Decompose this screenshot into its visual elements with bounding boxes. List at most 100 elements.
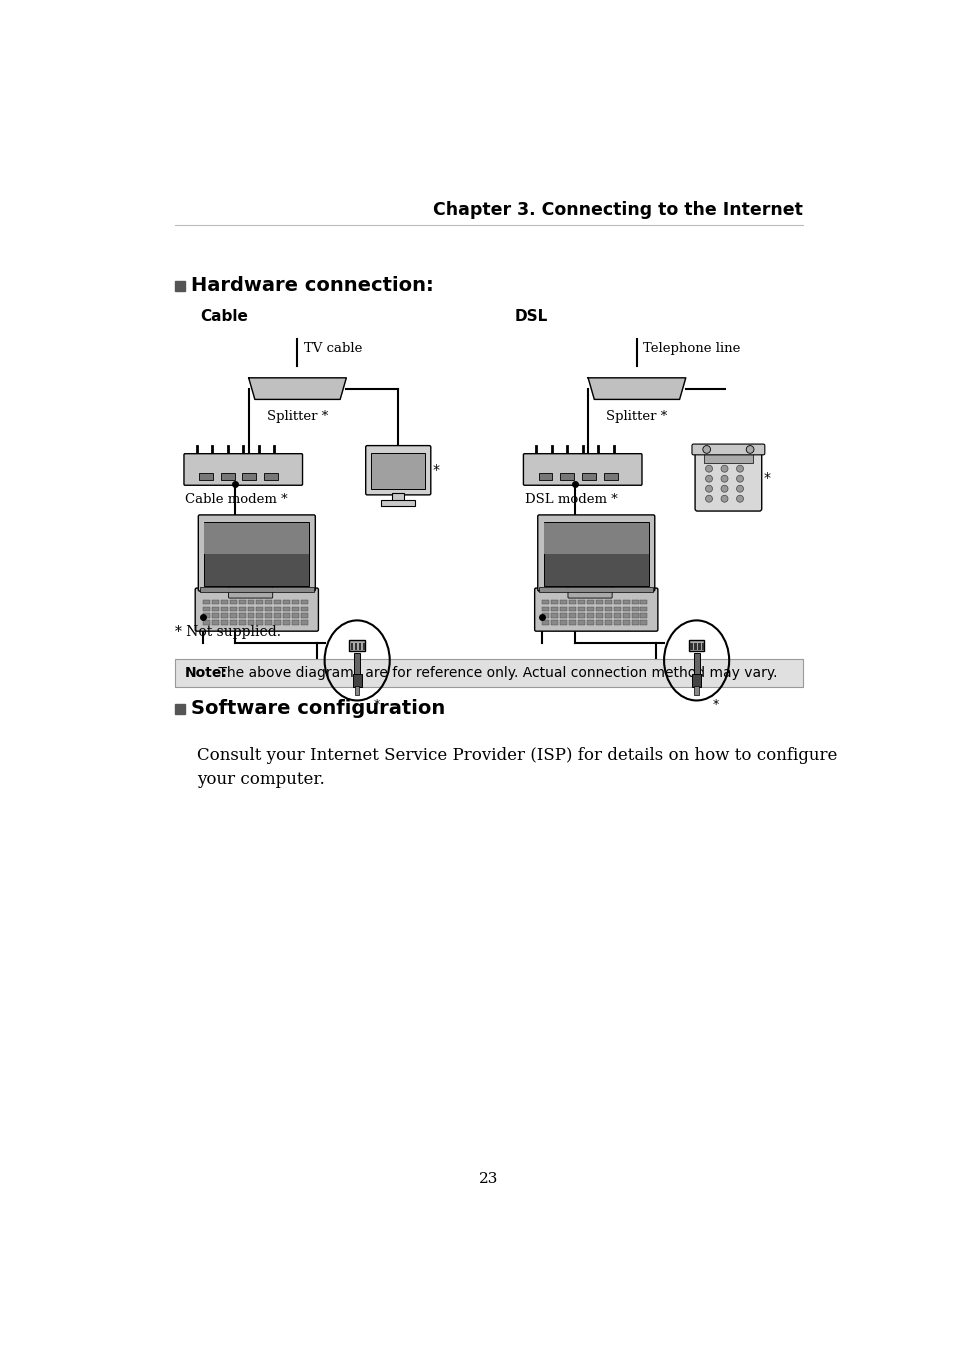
Bar <box>274 607 281 611</box>
Bar <box>230 621 236 625</box>
Text: Chapter 3. Connecting to the Internet: Chapter 3. Connecting to the Internet <box>433 201 802 219</box>
Bar <box>688 641 703 652</box>
Bar <box>603 473 617 480</box>
Text: your computer.: your computer. <box>196 771 324 787</box>
Bar <box>220 607 228 611</box>
Bar <box>604 621 611 625</box>
Bar <box>578 599 584 604</box>
Bar <box>238 621 245 625</box>
Bar <box>596 614 602 618</box>
Text: *: * <box>762 470 769 485</box>
Bar <box>639 599 647 604</box>
Circle shape <box>745 446 753 453</box>
Text: DSL modem *: DSL modem * <box>524 493 617 506</box>
Circle shape <box>702 446 710 453</box>
Bar <box>256 621 263 625</box>
Circle shape <box>736 495 742 502</box>
Bar <box>613 614 620 618</box>
Bar <box>542 607 549 611</box>
Bar <box>212 599 218 604</box>
Bar <box>578 607 584 611</box>
Bar <box>174 658 802 687</box>
Bar <box>694 644 696 650</box>
FancyBboxPatch shape <box>695 445 760 511</box>
Bar <box>596 607 602 611</box>
Bar <box>238 599 245 604</box>
Bar <box>265 621 272 625</box>
Bar <box>349 641 365 652</box>
Bar <box>578 614 584 618</box>
Text: 23: 23 <box>478 1172 498 1186</box>
Bar <box>230 614 236 618</box>
Bar <box>703 452 753 462</box>
FancyBboxPatch shape <box>523 454 641 485</box>
Text: Note:: Note: <box>184 665 227 680</box>
Circle shape <box>720 485 727 492</box>
Bar <box>199 473 213 480</box>
FancyBboxPatch shape <box>195 588 318 631</box>
Text: Hardware connection:: Hardware connection: <box>192 276 434 295</box>
Bar <box>569 621 576 625</box>
Bar <box>203 607 210 611</box>
Bar <box>559 607 567 611</box>
Bar <box>292 621 298 625</box>
Bar <box>622 621 629 625</box>
Bar <box>604 614 611 618</box>
FancyBboxPatch shape <box>691 443 764 454</box>
FancyBboxPatch shape <box>184 454 302 485</box>
Bar <box>283 614 290 618</box>
Bar <box>551 607 558 611</box>
Bar <box>381 500 415 507</box>
Bar <box>301 621 308 625</box>
Bar <box>301 614 308 618</box>
Bar <box>265 607 272 611</box>
Bar <box>613 607 620 611</box>
Bar <box>613 621 620 625</box>
Bar <box>543 522 648 585</box>
Bar <box>247 614 254 618</box>
Bar <box>701 644 703 650</box>
Bar <box>203 614 210 618</box>
Bar <box>230 607 236 611</box>
Bar <box>551 614 558 618</box>
FancyBboxPatch shape <box>567 583 612 598</box>
Bar <box>283 599 290 604</box>
Bar <box>542 621 549 625</box>
Bar <box>392 493 404 502</box>
Text: The above diagrams are for reference only. Actual connection method may vary.: The above diagrams are for reference onl… <box>213 665 777 680</box>
FancyBboxPatch shape <box>198 515 315 591</box>
Polygon shape <box>587 377 685 399</box>
Bar <box>559 473 574 480</box>
Bar <box>212 614 218 618</box>
Text: TV cable: TV cable <box>303 342 362 356</box>
Bar <box>542 599 549 604</box>
Bar <box>256 599 263 604</box>
Bar <box>693 653 699 676</box>
Bar <box>596 621 602 625</box>
Bar <box>174 704 185 714</box>
Circle shape <box>736 485 742 492</box>
Bar <box>559 599 567 604</box>
Text: Splitter *: Splitter * <box>267 410 328 423</box>
Bar <box>538 587 653 592</box>
FancyBboxPatch shape <box>534 588 658 631</box>
Bar <box>542 614 549 618</box>
Bar <box>639 614 647 618</box>
Bar <box>586 621 594 625</box>
Polygon shape <box>249 377 346 399</box>
Bar <box>586 614 594 618</box>
Text: Cable: Cable <box>200 308 248 323</box>
Bar <box>256 607 263 611</box>
Bar <box>631 621 638 625</box>
Bar <box>691 673 700 687</box>
Bar <box>613 599 620 604</box>
Circle shape <box>705 476 712 483</box>
Bar <box>596 599 602 604</box>
Bar <box>362 644 365 650</box>
Bar <box>694 685 699 695</box>
Bar <box>247 599 254 604</box>
Bar <box>220 473 234 480</box>
Bar <box>203 621 210 625</box>
Bar <box>569 599 576 604</box>
Circle shape <box>720 495 727 502</box>
